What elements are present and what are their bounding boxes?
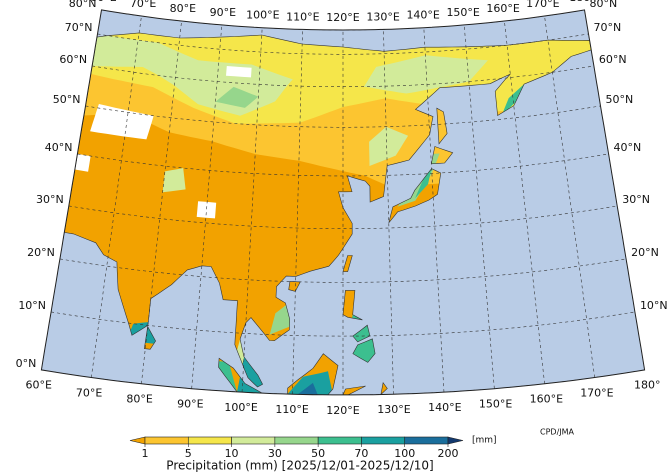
meridian <box>90 15 142 378</box>
meridian <box>141 21 182 384</box>
lon-label-bottom: 150°E <box>479 398 512 411</box>
missing-area <box>74 153 91 172</box>
meridian <box>383 29 394 395</box>
credit: CPD/JMA <box>540 428 575 437</box>
precip-zone <box>415 168 432 199</box>
colorbar-segment <box>144 436 189 445</box>
colorbar-tick-label: 100 <box>394 447 415 460</box>
meridian <box>463 24 495 389</box>
lon-label-top: 140°E <box>406 9 439 22</box>
colorbar-extend-low <box>129 436 146 445</box>
lon-label-bottom: 120°E <box>326 404 359 417</box>
lon-label-top: 60°E <box>90 0 116 4</box>
colorbar-tick-label: 5 <box>185 447 192 460</box>
colorbar-tick-label: 10 <box>225 447 239 460</box>
lon-label-bottom: 130°E <box>377 403 410 416</box>
colorbar-segment <box>187 436 232 445</box>
lon-label-bottom: 140°E <box>428 401 461 414</box>
lon-label-top: 160°E <box>486 2 519 15</box>
lat-label-left: 20°N <box>27 246 55 259</box>
precip-zone <box>287 371 333 395</box>
missing-area <box>226 66 252 78</box>
parallel <box>85 105 601 128</box>
lon-label-bottom: 70°E <box>76 386 102 399</box>
lon-label-top: 170°E <box>526 0 559 10</box>
lon-label-bottom: 100°E <box>224 401 257 414</box>
lat-label-right: 10°N <box>640 299 668 312</box>
missing-area <box>90 104 154 140</box>
lat-label-left: 80°N <box>69 0 97 10</box>
lon-label-top: 180° <box>569 0 596 4</box>
colorbar-segment <box>361 436 406 445</box>
meridian <box>241 27 263 393</box>
lat-label-left: 60°N <box>59 53 87 66</box>
colorbar-segment <box>274 436 319 445</box>
lon-label-bottom: 180° <box>634 379 661 392</box>
parallel <box>92 65 594 88</box>
coastline <box>63 32 592 395</box>
lon-label-top: 150°E <box>446 6 479 19</box>
precip-zone <box>501 84 525 116</box>
lon-label-bottom: 160°E <box>530 393 563 406</box>
lon-label-top: 80°E <box>170 2 196 15</box>
lon-label-top: 90°E <box>210 6 236 19</box>
meridian <box>423 27 445 393</box>
precip-zone <box>369 126 409 166</box>
colorbar-segment <box>231 436 276 445</box>
lat-label-left: 30°N <box>36 193 64 206</box>
parallel <box>59 258 627 283</box>
colorbar-extend-high <box>447 436 464 445</box>
lon-label-bottom: 90°E <box>177 398 203 411</box>
colorbar-tick-label: 30 <box>268 447 282 460</box>
colorbar-segment <box>404 436 449 445</box>
lon-label-top: 130°E <box>366 10 399 23</box>
meridian <box>504 21 545 384</box>
missing-area <box>196 201 217 219</box>
parallel <box>97 33 589 55</box>
lon-label-bottom: 110°E <box>275 403 308 416</box>
lat-label-right: 80°N <box>590 0 618 10</box>
precip-zone <box>364 55 488 94</box>
lon-label-top: 110°E <box>286 10 319 23</box>
lat-label-right: 20°N <box>631 246 659 259</box>
map-frame <box>40 9 646 396</box>
parallel <box>77 153 609 177</box>
meridian <box>544 15 596 378</box>
lon-label-top: 120°E <box>326 11 359 24</box>
lat-label-right: 60°N <box>599 53 627 66</box>
lat-label-left: 70°N <box>65 21 93 34</box>
lon-label-bottom: 170°E <box>580 386 613 399</box>
meridian <box>292 29 303 395</box>
lat-label-right: 50°N <box>606 93 634 106</box>
colorbar-tick-label: 1 <box>142 447 149 460</box>
colorbar-tick-label: 70 <box>354 447 368 460</box>
lat-label-left: 40°N <box>45 141 73 154</box>
precip-zone <box>162 168 186 193</box>
precip-zone <box>297 382 318 395</box>
colorbar-label: Precipitation (mm) [2025/12/01-2025/12/1… <box>166 459 433 473</box>
lon-label-top: 100°E <box>246 9 279 22</box>
parallel <box>51 311 635 337</box>
lon-label-top: 70°E <box>130 0 156 10</box>
lat-label-left: 0°N <box>16 357 37 370</box>
lat-label-right: 30°N <box>622 193 650 206</box>
lon-label-bottom: 60°E <box>26 379 52 392</box>
lat-label-right: 40°N <box>614 141 642 154</box>
colorbar-tick-label: 50 <box>311 447 325 460</box>
lon-label-bottom: 80°E <box>126 393 152 406</box>
colorbar-tick-label: 200 <box>438 447 459 460</box>
parallel <box>68 205 618 229</box>
colorbar-segment <box>317 436 362 445</box>
precip-zone <box>215 86 259 108</box>
lat-label-left: 50°N <box>53 93 81 106</box>
lat-label-right: 70°N <box>594 21 622 34</box>
colorbar-unit: [mm] <box>472 436 497 446</box>
lat-label-left: 10°N <box>18 299 46 312</box>
meridian <box>191 24 223 389</box>
